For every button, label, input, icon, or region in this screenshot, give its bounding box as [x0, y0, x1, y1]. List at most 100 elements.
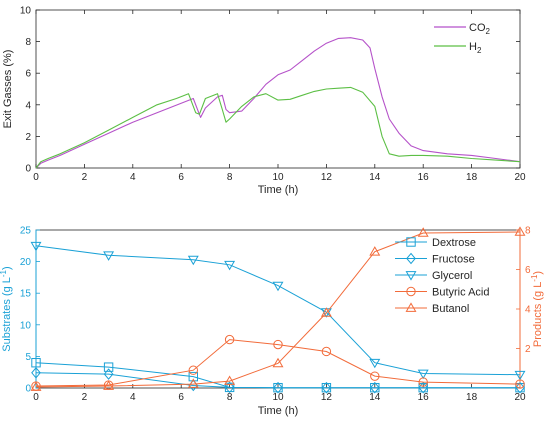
legend-label-butyric-acid: Butyric Acid [432, 287, 489, 299]
data-point-fructose [418, 381, 429, 394]
data-point-butanol [272, 357, 284, 368]
chart1-xtick-label: 0 [33, 172, 39, 183]
data-point-glycerol [514, 370, 526, 381]
data-point-glycerol [103, 251, 115, 261]
chart1-xtick-label: 20 [514, 172, 526, 183]
series-line-h2 [35, 86, 521, 169]
data-point-glycerol [272, 281, 284, 292]
chart2-ytick-left-label: 15 [20, 289, 32, 300]
chart2-ytick-left-label: 0 [25, 384, 31, 395]
data-point-glycerol [369, 358, 381, 369]
chart2-ytick-left-label: 20 [20, 257, 32, 268]
chart2-ylabel-right: Products (g L-1) [530, 271, 544, 347]
chart2-lines [30, 226, 526, 394]
chart2-ticks: 0 2 4 6 8 10 12 14 16 18 20 0 5 10 15 20 25 2 4 6 8 [20, 226, 531, 404]
chart2-xtick-label: 12 [321, 392, 333, 403]
data-point-fructose [31, 367, 41, 379]
data-point-butanol [187, 378, 199, 388]
chart1-xtick-label: 12 [321, 172, 333, 183]
data-point-butyric-acid [370, 371, 380, 381]
chart2-xtick-label: 4 [130, 392, 136, 403]
legend-label-fructose: Fructose [432, 254, 475, 266]
data-point-butyric-acid [224, 334, 235, 345]
data-point-butanol [103, 380, 115, 390]
legend-marker-glycerol [405, 271, 417, 281]
data-point-glycerol [30, 241, 42, 252]
chart2-xtick-label: 2 [82, 392, 88, 403]
substrates-products-chart: 0 2 4 6 8 10 12 14 16 18 20 0 5 10 15 20 25 2 4 6 8 Time (h)… [0, 226, 544, 418]
data-point-butanol [30, 381, 42, 391]
chart1-plot-box [35, 9, 521, 169]
exit-gasses-chart: 0 2 4 6 8 10 12 14 16 18 20 0 2 4 6 8 10 Time (h) Exit G… [2, 6, 526, 197]
chart2-ytick-right-label: 8 [525, 226, 531, 237]
chart2-xtick-label: 10 [272, 392, 284, 403]
legend-h2-label: H2 [469, 41, 482, 55]
data-point-fructose [321, 381, 332, 394]
chart1-ytick-label: 0 [25, 164, 31, 175]
chart2-xtick-label: 6 [178, 392, 184, 403]
data-point-glycerol [187, 255, 199, 266]
data-point-butyric-acid [321, 346, 332, 357]
chart1-xtick-label: 10 [272, 172, 284, 183]
data-point-fructose [224, 381, 235, 394]
data-point-glycerol [417, 369, 429, 380]
chart1-ytick-label: 10 [20, 6, 32, 17]
chart1-xtick-label: 2 [82, 172, 88, 183]
chart1-xtick-label: 4 [130, 172, 136, 183]
data-point-butyric-acid [515, 379, 525, 389]
data-point-dextrose [103, 362, 114, 372]
legend-marker-butyric-acid [406, 286, 416, 297]
chart2-ytick-right-label: 6 [525, 265, 531, 276]
data-point-butyric-acid [273, 339, 283, 350]
chart2-xtick-label: 8 [227, 392, 233, 403]
chart2-xtick-label: 14 [369, 392, 381, 403]
data-point-butanol [320, 307, 332, 317]
chart1-xtick-label: 18 [466, 172, 478, 183]
data-point-glycerol [224, 260, 236, 271]
series-line-fructose [35, 372, 520, 389]
data-point-fructose [369, 381, 380, 394]
chart1-lines [35, 37, 521, 169]
legend-label-dextrose: Dextrose [432, 237, 476, 249]
legend-label-glycerol: Glycerol [432, 270, 472, 282]
chart1-xtick-label: 16 [418, 172, 430, 183]
legend-co2-label: CO2 [469, 22, 491, 36]
chart2-ytick-right-label: 4 [525, 305, 531, 316]
chart2-xtick-label: 18 [466, 392, 478, 403]
chart1-legend: CO2 H2 [434, 22, 491, 55]
legend-marker-butanol [405, 302, 417, 312]
chart1-ticks: 0 2 4 6 8 10 12 14 16 18 20 0 2 4 6 8 10 [20, 6, 526, 184]
chart2-xtick-label: 20 [514, 392, 526, 403]
data-point-butyric-acid [418, 377, 428, 387]
chart1-ytick-label: 4 [25, 100, 31, 111]
data-point-fructose [103, 368, 114, 380]
series-line-co2 [35, 37, 521, 169]
series-line-butyric-acid [35, 339, 521, 387]
chart1-ytick-label: 8 [25, 37, 31, 48]
legend-marker-dextrose [406, 237, 416, 247]
chart1-ytick-label: 6 [25, 69, 31, 80]
chart1-xlabel: Time (h) [258, 184, 299, 196]
chart2-ytick-left-label: 25 [20, 226, 32, 237]
chart2-ytick-left-label: 10 [20, 320, 32, 331]
data-point-fructose [273, 381, 283, 394]
data-point-dextrose [31, 358, 41, 368]
chart2-xtick-label: 0 [33, 392, 39, 403]
data-point-fructose [515, 381, 525, 394]
chart2-ytick-left-label: 5 [25, 352, 31, 363]
data-point-butanol [417, 227, 429, 237]
chart2-legend: Dextrose Fructose Glycerol Butyric Acid Buta… [395, 237, 489, 315]
chart2-ytick-right-label: 2 [525, 344, 531, 355]
chart1-ylabel: Exit Gasses (%) [2, 50, 14, 129]
legend-marker-fructose [406, 252, 416, 265]
data-point-butanol [224, 375, 236, 385]
data-point-butanol [369, 246, 381, 256]
data-point-butanol [514, 226, 526, 236]
chart1-ytick-label: 2 [25, 132, 31, 143]
series-line-glycerol [35, 245, 521, 376]
chart2-ylabel-left: Substrates (g L-1) [0, 266, 13, 351]
legend-label-butanol: Butanol [432, 303, 469, 315]
chart1-xtick-label: 14 [369, 172, 381, 183]
chart1-xtick-label: 6 [178, 172, 184, 183]
